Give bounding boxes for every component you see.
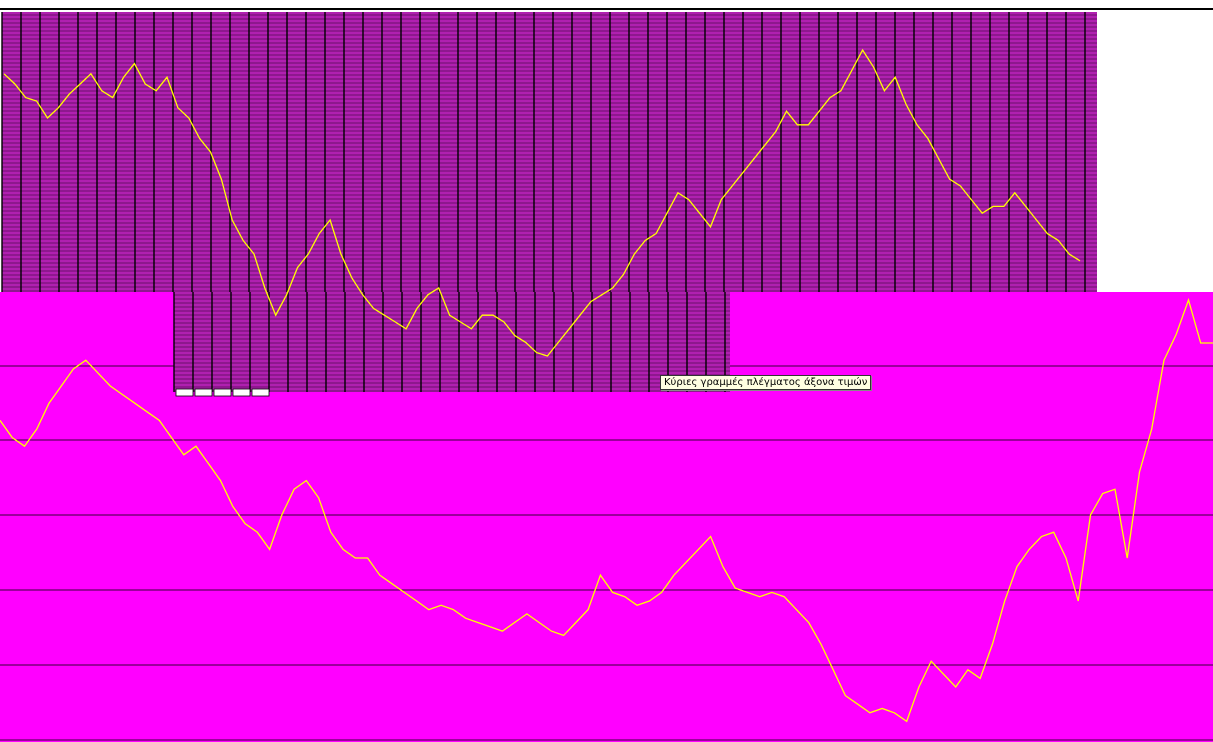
gridline-tooltip: Κύριες γραμμές πλέγματος άξονα τιμών <box>660 375 872 390</box>
ghost-chart-overlay <box>1 12 1097 392</box>
overlay-handle-2 <box>194 388 213 397</box>
overlay-handle-4 <box>232 388 251 397</box>
overlay-handle-1 <box>175 388 194 397</box>
overlay-handle-3 <box>213 388 232 397</box>
value-axis-major-gridlines[interactable] <box>0 365 1213 741</box>
series-line-overlay <box>3 48 1081 357</box>
overlay-handles <box>175 388 270 397</box>
overlay-handle-5 <box>251 388 270 397</box>
overlay-lower-block <box>174 292 730 392</box>
series-line-main[interactable] <box>0 297 1213 723</box>
